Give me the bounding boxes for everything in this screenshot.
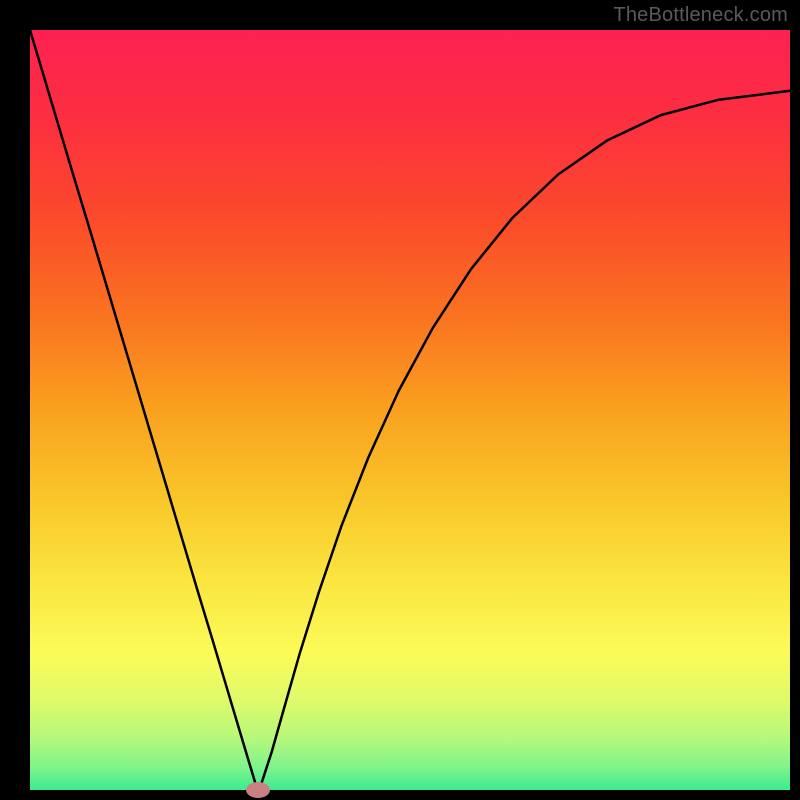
watermark-text: TheBottleneck.com bbox=[613, 4, 788, 27]
chart-stage: TheBottleneck.com bbox=[0, 0, 800, 800]
bottleneck-plot bbox=[0, 0, 800, 800]
minimum-marker bbox=[246, 782, 270, 798]
